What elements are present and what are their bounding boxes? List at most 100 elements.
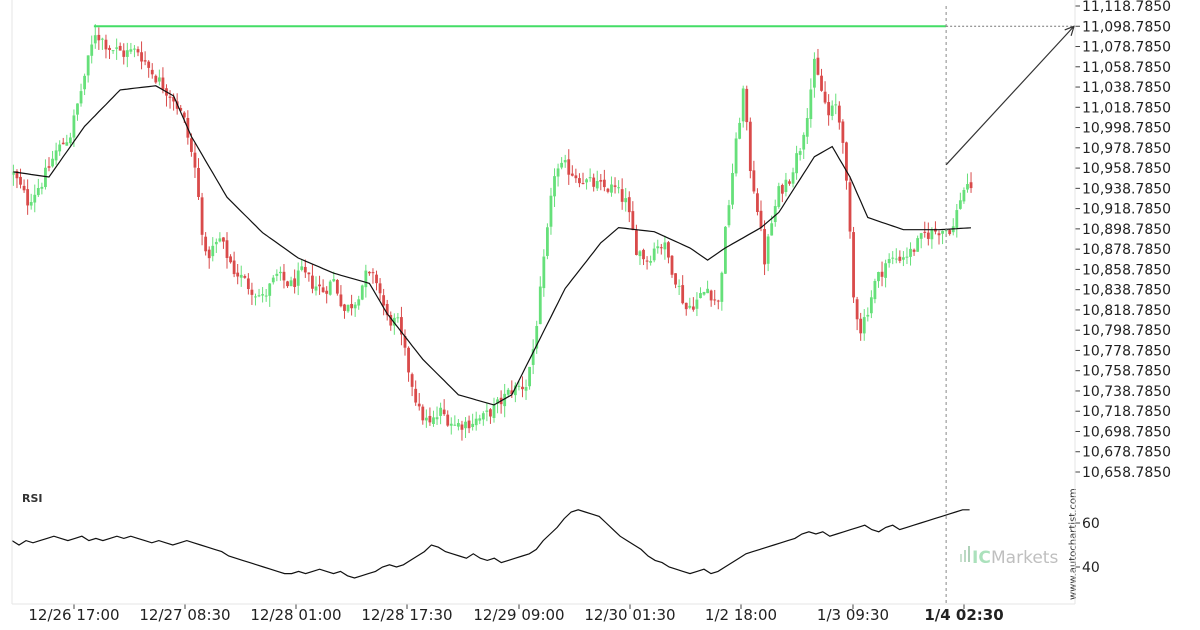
candle-up xyxy=(214,241,218,245)
candle-down xyxy=(631,211,635,231)
rsi-panel: RSI 60 40 IC Markets xyxy=(11,492,1100,579)
candle-down xyxy=(311,275,314,289)
candle-up xyxy=(724,226,727,274)
candle-up xyxy=(54,150,58,161)
price-y-tick-label: 10,878.7850 xyxy=(1082,242,1171,258)
candle-up xyxy=(784,179,788,192)
candle-up xyxy=(610,184,613,193)
moving-average-line xyxy=(13,85,972,406)
candle-up xyxy=(556,168,560,177)
candle-up xyxy=(133,48,136,50)
candle-up xyxy=(955,210,959,229)
projection-arrow-head xyxy=(1064,25,1075,37)
candle-up xyxy=(503,393,507,407)
brand-rest-text: Markets xyxy=(991,548,1058,568)
candle-up xyxy=(453,424,457,426)
candle-down xyxy=(606,188,610,192)
candle-up xyxy=(496,399,499,404)
price-y-tick-label: 11,118.7850 xyxy=(1082,0,1171,15)
candle-down xyxy=(339,294,343,307)
candle-up xyxy=(773,206,777,223)
candle-down xyxy=(325,290,329,294)
price-y-tick-label: 10,898.7850 xyxy=(1082,222,1171,238)
candle-down xyxy=(880,271,884,277)
candle-up xyxy=(239,274,243,278)
candle-down xyxy=(375,274,378,284)
candle-up xyxy=(656,246,660,249)
candle-up xyxy=(517,385,521,387)
candle-up xyxy=(894,258,898,260)
candle-down xyxy=(745,88,749,123)
candle-up xyxy=(791,172,795,184)
candle-down xyxy=(709,290,713,301)
candle-down xyxy=(190,138,193,152)
candle-down xyxy=(827,102,831,116)
price-y-tick-label: 10,798.7850 xyxy=(1082,323,1171,339)
brand-watermark: IC Markets xyxy=(960,546,1058,568)
candle-up xyxy=(546,227,549,256)
candle-down xyxy=(848,182,852,232)
candle-up xyxy=(353,304,357,309)
candle-up xyxy=(474,418,478,426)
candle-down xyxy=(837,105,841,123)
candle-down xyxy=(236,272,240,277)
candle-up xyxy=(902,257,905,260)
x-tick-label: 12/27 08:30 xyxy=(139,606,230,624)
candle-down xyxy=(599,180,603,182)
price-y-tick-label: 10,838.7850 xyxy=(1082,283,1171,299)
candle-up xyxy=(58,144,62,152)
candle-down xyxy=(691,306,695,310)
candle-up xyxy=(296,270,300,286)
candle-down xyxy=(937,233,941,236)
candle-up xyxy=(478,418,482,421)
price-y-tick-label: 11,018.7850 xyxy=(1082,100,1171,116)
candle-down xyxy=(246,278,250,290)
time-x-axis: 12/26 17:00 12/27 08:30 12/28 01:00 12/28 1… xyxy=(28,604,1004,624)
candle-up xyxy=(795,153,798,174)
price-candles xyxy=(12,24,973,441)
candle-down xyxy=(15,171,19,179)
candle-up xyxy=(770,223,774,236)
candle-up xyxy=(941,230,944,234)
candle-down xyxy=(378,283,382,294)
candle-down xyxy=(752,170,756,192)
candle-down xyxy=(642,249,645,260)
price-y-tick-label: 10,658.7850 xyxy=(1082,465,1171,481)
candle-down xyxy=(200,197,204,235)
candle-down xyxy=(613,185,617,187)
candle-down xyxy=(318,284,321,287)
candle-down xyxy=(407,347,410,373)
candle-down xyxy=(923,231,927,233)
candle-up xyxy=(909,248,912,257)
candle-down xyxy=(620,189,624,202)
candle-up xyxy=(115,47,119,49)
candle-down xyxy=(581,183,585,185)
candle-down xyxy=(855,299,859,320)
candle-down xyxy=(172,96,175,102)
candle-up xyxy=(36,188,40,196)
candle-down xyxy=(841,121,845,143)
candle-up xyxy=(624,198,628,203)
candle-down xyxy=(400,317,403,335)
candle-up xyxy=(585,179,588,183)
candle-up xyxy=(129,49,133,52)
candle-down xyxy=(578,178,581,184)
candle-down xyxy=(823,91,827,103)
panel-borders xyxy=(11,0,1076,605)
candle-down xyxy=(108,47,111,51)
candle-up xyxy=(271,277,275,283)
candle-down xyxy=(243,276,247,278)
x-tick-label: 12/30 01:30 xyxy=(584,606,675,624)
candle-down xyxy=(467,420,471,429)
candle-up xyxy=(766,236,770,264)
price-y-tick-label: 10,758.7850 xyxy=(1082,364,1171,380)
candle-down xyxy=(574,175,578,179)
candle-down xyxy=(428,415,432,423)
candle-down xyxy=(659,247,663,249)
candle-down xyxy=(307,272,311,275)
candle-up xyxy=(966,184,969,190)
candle-up xyxy=(535,325,539,349)
candle-down xyxy=(602,179,606,188)
brand-muted-text: IC xyxy=(972,548,991,568)
candle-down xyxy=(104,39,108,50)
